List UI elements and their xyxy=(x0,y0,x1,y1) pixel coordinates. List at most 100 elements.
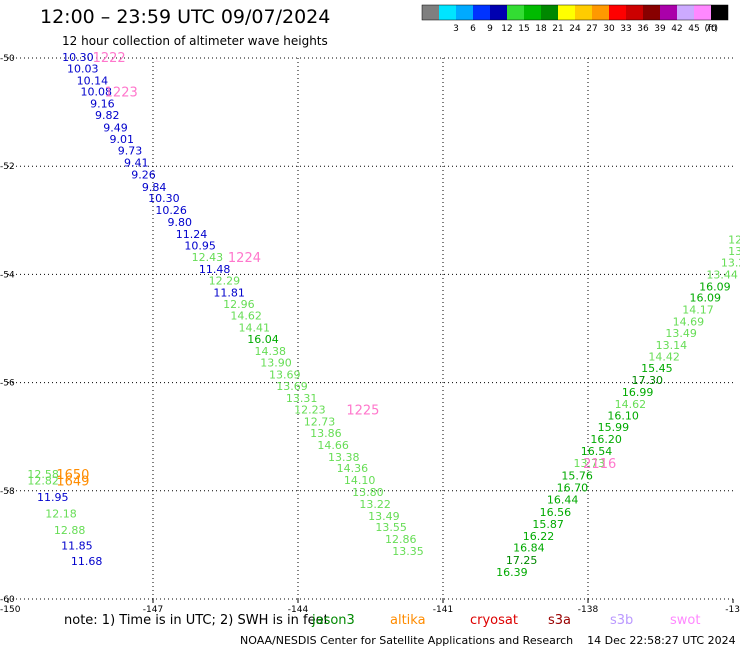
legend-swatch xyxy=(507,5,524,20)
wave-height-value: 12.73 xyxy=(304,416,336,429)
wave-height-labels: 10.3010.0310.1410.089.169.829.499.019.73… xyxy=(27,51,740,579)
lon-tick-label: -138 xyxy=(578,605,599,615)
satellite-swot-label: swot xyxy=(670,613,701,628)
wave-height-value: 13.69 xyxy=(276,380,308,393)
wave-height-value: 9.41 xyxy=(124,156,149,169)
wave-height-value: 14.69 xyxy=(673,316,705,329)
wave-height-value: 16.09 xyxy=(699,280,731,293)
wave-height-value: 13.22 xyxy=(359,498,391,511)
wave-height-value: 13.86 xyxy=(310,427,342,440)
pass-time-value: 1223 xyxy=(105,86,138,101)
wave-height-value: 12.88 xyxy=(54,524,86,537)
legend-tick-label: 9 xyxy=(487,24,493,34)
legend-tick-label: 3 xyxy=(453,24,459,34)
satellite-altika-label: altika xyxy=(390,613,426,628)
wave-height-value: 13.80 xyxy=(352,486,384,499)
wave-height-value: 16.09 xyxy=(690,292,722,305)
wave-height-value: 14.10 xyxy=(344,474,376,487)
wave-height-value: 13.24 xyxy=(721,257,740,270)
legend-swatch xyxy=(609,5,626,20)
wave-height-value: 11.81 xyxy=(213,286,245,299)
legend-tick-label: 27 xyxy=(586,24,597,34)
wave-height-value: 16.20 xyxy=(590,433,622,446)
wave-height-value: 12.23 xyxy=(294,404,326,417)
pass-time-value: 1224 xyxy=(228,251,261,266)
wave-height-value: 9.73 xyxy=(118,145,143,158)
wave-height-value: 16.54 xyxy=(581,445,613,458)
satellite-s3a-label: s3a xyxy=(548,613,572,628)
wave-height-value: 13.90 xyxy=(260,357,292,370)
lon-tick-label: -13 xyxy=(725,605,740,615)
wave-height-value: 12.86 xyxy=(385,533,417,546)
wave-height-value: 9.01 xyxy=(110,133,135,146)
wave-height-value: 16.56 xyxy=(540,506,572,519)
wave-height-value: 9.16 xyxy=(90,98,115,111)
lon-tick-label: -144 xyxy=(288,605,309,615)
wave-height-value: 9.84 xyxy=(142,181,167,194)
legend-tick-label: 70 xyxy=(705,24,717,34)
legend-tick-label: 42 xyxy=(671,24,682,34)
legend-swatch xyxy=(694,5,711,20)
page-subtitle: 12 hour collection of altimeter wave hei… xyxy=(62,34,328,48)
wave-height-value: 15.99 xyxy=(598,421,630,434)
lat-tick-label: -56 xyxy=(0,379,15,389)
credit-line: NOAA/NESDIS Center for Satellite Applica… xyxy=(240,634,736,647)
wave-height-value: 11.68 xyxy=(71,555,103,568)
satellite-jason3-label: jason3 xyxy=(312,613,355,628)
wave-height-value: 17.30 xyxy=(632,374,664,387)
legend-swatch xyxy=(626,5,643,20)
wave-height-value: 13.55 xyxy=(375,521,407,534)
wave-height-value: 16.84 xyxy=(513,542,545,555)
wave-height-value: 12.29 xyxy=(209,274,241,287)
legend-tick-label: 30 xyxy=(603,24,615,34)
lon-tick-label: -141 xyxy=(433,605,453,615)
wave-height-value: 11.24 xyxy=(176,228,208,241)
wave-height-value: 16.10 xyxy=(607,410,639,423)
legend-swatch xyxy=(541,5,558,20)
wave-height-value: 9.49 xyxy=(103,121,128,134)
pass-time-value: 1649 xyxy=(56,475,89,490)
legend-tick-label: 12 xyxy=(501,24,512,34)
wave-height-value: 14.62 xyxy=(230,310,261,323)
wave-height-value: 13.14 xyxy=(656,339,688,352)
wave-height-value: 13.69 xyxy=(269,369,301,382)
wave-height-value: 11.95 xyxy=(37,491,69,504)
legend-swatch xyxy=(490,5,507,20)
legend-tick-label: 45 xyxy=(688,24,699,34)
wave-height-value: 14.62 xyxy=(615,398,647,411)
legend-tick-label: 36 xyxy=(637,24,649,34)
wave-height-value: 10.14 xyxy=(77,74,109,87)
wave-height-value: 13.4 xyxy=(728,245,740,258)
wave-height-value: 12.58 xyxy=(27,468,59,481)
legend-swatch xyxy=(456,5,473,20)
legend-swatch xyxy=(660,5,677,20)
satellite-s3b-label: s3b xyxy=(610,613,634,628)
lat-lon-grid xyxy=(7,57,734,603)
lat-tick-label: -54 xyxy=(0,270,15,280)
wave-height-value: 9.82 xyxy=(95,109,120,122)
legend-swatch xyxy=(592,5,609,20)
wave-height-value: 12.43 xyxy=(192,251,224,264)
legend-tick-label: 39 xyxy=(654,24,666,34)
legend-swatch xyxy=(677,5,694,20)
wave-height-value: 13.44 xyxy=(706,268,738,281)
wave-height-value: 16.99 xyxy=(622,386,654,399)
wave-height-value: 11.48 xyxy=(199,263,231,276)
wave-height-value: 10.30 xyxy=(62,51,93,64)
wave-height-value: 15.45 xyxy=(641,362,673,375)
satellite-cryosat-label: cryosat xyxy=(470,613,518,628)
wave-height-value: 13.35 xyxy=(392,545,424,558)
wave-height-value: 16.04 xyxy=(247,333,279,346)
wave-height-value: 13.49 xyxy=(665,327,697,340)
legend-tick-label: 24 xyxy=(569,24,581,34)
wave-height-value: 16.44 xyxy=(547,494,579,507)
lon-tick-label: -147 xyxy=(143,605,163,615)
wave-height-value: 9.26 xyxy=(131,168,156,181)
wave-height-value: 14.66 xyxy=(317,439,349,452)
wave-height-value: 14.41 xyxy=(239,322,270,335)
legend-unit: (ft) xyxy=(704,24,718,34)
wave-height-value: 16.39 xyxy=(496,566,527,579)
legend-swatch xyxy=(558,5,575,20)
wave-height-value: 14.17 xyxy=(682,304,714,317)
